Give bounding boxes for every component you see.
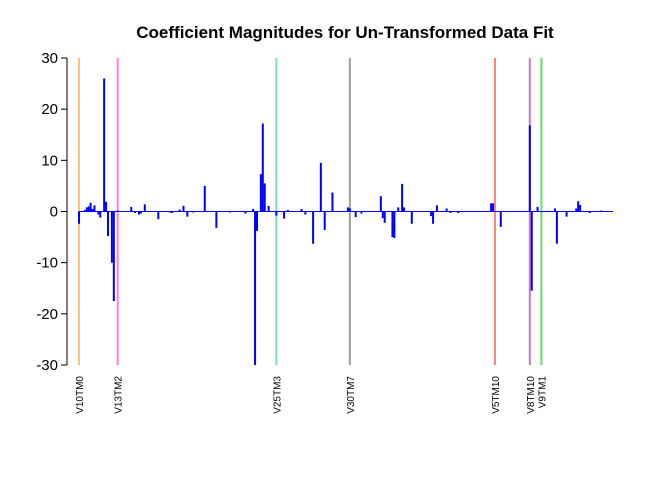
group-marker-label-v25tm3: V25TM3	[272, 376, 283, 414]
y-tick-label: 0	[50, 204, 58, 221]
group-marker-label-v8tm10: V8TM10	[526, 376, 537, 414]
y-tick-label: 30	[41, 50, 58, 67]
y-axis: 30 20 10 0 -10 -20 -30	[36, 50, 68, 374]
y-tick-label: -20	[36, 306, 58, 323]
group-marker-label-v9tm1: V9TM1	[537, 376, 548, 409]
group-marker-label-v13tm2: V13TM2	[114, 376, 125, 414]
chart-title: Coefficient Magnitudes for Un-Transforme…	[136, 23, 554, 42]
y-tick-label: 10	[41, 152, 58, 169]
group-marker-labels: V10TM0 V13TM2 V25TM3 V30TM7 V5TM10 V8TM10 V9TM…	[75, 376, 548, 414]
y-tick-label: 20	[41, 101, 58, 118]
coefficient-bars	[78, 78, 613, 365]
group-marker-label-v30tm7: V30TM7	[346, 376, 357, 414]
group-marker-label-v5tm10: V5TM10	[491, 376, 502, 414]
group-marker-label-v10tm0: V10TM0	[75, 376, 86, 414]
y-tick-label: -30	[36, 357, 58, 374]
y-tick-label: -10	[36, 255, 58, 272]
